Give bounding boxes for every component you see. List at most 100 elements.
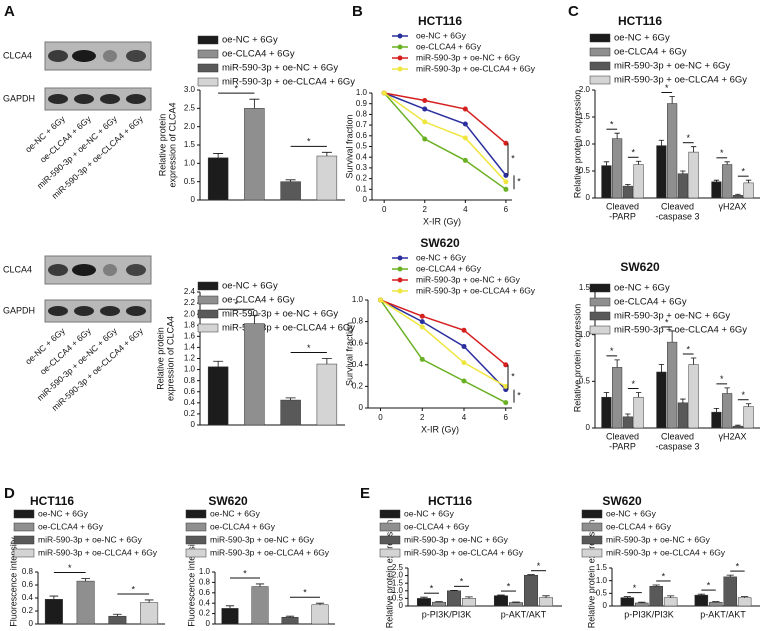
error-bar [249,98,260,109]
error-bar [724,387,730,394]
legend-swatch [397,255,403,261]
line [380,299,507,366]
y-axis-label: Fluorescence intensity [186,537,196,627]
legend-label: miR-590-3p + oe-CLCA4 + 6Gy [416,285,536,295]
significance-star: * [234,300,238,310]
line [383,92,507,190]
error-bar [542,595,550,598]
y-tick-label: 0.8 [356,110,368,119]
y-tick-label: 0.5 [356,142,368,151]
y-tick-label: 1.5 [184,140,196,149]
error-bar [697,593,705,596]
error-bar [285,179,296,182]
y-tick-label: 2.2 [184,298,196,307]
legend-swatch [589,283,611,293]
legend-label: oe-CLCA4 + 6Gy [614,47,687,58]
error-bar [603,161,610,166]
y-tick-label: 1.0 [352,295,364,304]
bar [416,598,431,607]
y-tick-label: 0 [586,193,591,202]
legend-label: miR-590-3p + oe-NC + 6Gy [614,311,730,322]
y-tick-label: 1.0 [199,567,211,576]
significance-star: * [631,379,635,389]
error-bar [669,96,675,104]
legend-swatch [185,535,207,545]
point [461,343,467,349]
y-axis-label: Relative protein [155,327,165,390]
legend-swatch [379,535,401,545]
y-tick-label: 0.4 [356,152,368,161]
y-tick-label: 2.0 [392,571,404,580]
bar [667,341,678,429]
bar [656,145,667,199]
bar [711,181,722,199]
y-tick-label: 1.2 [184,354,196,363]
y-tick-label: 0 [191,420,196,429]
error-bar [623,596,631,598]
legend-label: miR-590-3p + oe-CLCA4 + 6Gy [606,547,726,557]
significance-star: * [430,584,434,594]
y-tick-label: 0.7 [356,120,368,129]
chart-title: SW620 [620,260,660,274]
legend-label: oe-CLCA4 + 6Gy [222,49,295,60]
legend-swatch [13,509,35,519]
error-bar [213,153,224,158]
blot-band [100,306,120,316]
x-tick-label: -PARP [609,211,636,221]
error-bar [741,596,749,598]
error-bar [420,596,428,599]
significance-star: * [610,120,614,130]
panel-label: C [568,3,579,20]
legend-swatch [379,509,401,519]
bar [663,597,678,607]
error-bar [680,398,686,403]
error-bar [81,578,90,582]
y-tick-label: 0.5 [579,166,591,175]
error-bar [435,601,443,603]
bar [447,590,462,607]
significance-star: * [631,148,635,158]
y-tick-label: 2.0 [184,309,196,318]
y-tick-label: 0.6 [184,387,196,396]
blot-band [74,94,94,104]
error-bar [735,424,741,427]
y-axis-label: Survival fraction [344,114,354,178]
significance-star: * [633,583,637,593]
bar [462,598,477,607]
point [503,186,509,192]
legend-swatch [13,548,35,558]
y-tick-label: 0.2 [184,409,196,418]
legend-label: oe-CLCA4 + 6Gy [416,41,482,51]
y-tick-label: 0.6 [22,580,34,589]
y-tick-label: 0 [363,195,368,204]
y-tick-label: 0.6 [356,131,368,140]
legend-swatch [13,535,35,545]
legend-swatch [589,47,611,57]
blot-band [48,306,68,316]
y-tick-label: 3.0 [184,85,196,94]
legend-label: miR-590-3p + oe-NC + 6Gy [416,274,521,284]
bar [493,595,508,607]
error-bar [614,132,620,139]
y-tick-label: 0 [603,601,608,610]
legend-swatch [589,311,611,321]
error-bar [638,601,646,603]
point [381,90,387,96]
bar [431,601,446,607]
error-bar [225,605,235,609]
bar [311,604,329,625]
y-tick-label: 0.4 [352,360,364,369]
error-bar [726,574,734,577]
blot-label: GAPDH [3,305,35,315]
legend-swatch [379,522,401,532]
x-tick-label: Cleaved [661,431,694,441]
x-tick-label: -caspase 3 [655,441,699,451]
y-axis-label: Relative protein expression [572,304,582,413]
y-axis-label: Fluorescence intensity [8,537,18,627]
x-tick-label: p-AKT/AKT [501,609,547,619]
y-tick-label: 0 [29,619,34,628]
bar [688,151,699,199]
bar [207,157,229,201]
significance-star: * [303,588,307,598]
legend-label: oe-CLCA4 + 6Gy [606,521,672,531]
